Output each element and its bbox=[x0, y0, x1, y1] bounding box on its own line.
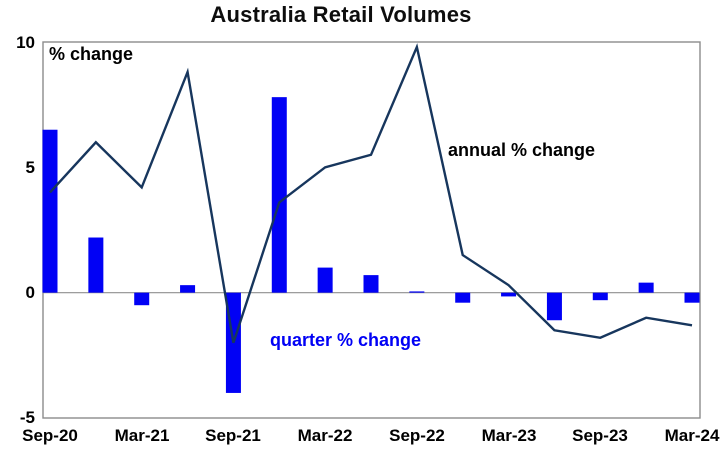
x-tick-sep-23: Sep-23 bbox=[572, 426, 628, 445]
annual-line-label: annual % change bbox=[448, 140, 596, 160]
quarter-change-bar bbox=[363, 275, 379, 293]
quarter-change-bar bbox=[638, 282, 654, 293]
quarter-change-bar bbox=[134, 292, 150, 306]
x-tick-mar-23: Mar-23 bbox=[481, 426, 537, 445]
x-tick-mar-21: Mar-21 bbox=[114, 426, 170, 445]
x-tick-mar-24: Mar-24 bbox=[664, 426, 720, 445]
quarter-change-bar bbox=[180, 285, 196, 293]
plot-border bbox=[42, 41, 701, 419]
annual-change-line bbox=[49, 43, 693, 344]
quarter-change-bar bbox=[455, 292, 471, 303]
quarter-change-bar bbox=[592, 292, 608, 301]
quarter-change-bar bbox=[546, 292, 562, 321]
x-tick-sep-20: Sep-20 bbox=[22, 426, 78, 445]
quarter-change-bar bbox=[42, 129, 58, 293]
quarter-change-bar bbox=[684, 292, 700, 303]
quarter-change-bar bbox=[501, 292, 517, 297]
chart-title: Australia Retail Volumes bbox=[210, 2, 472, 27]
percent-change-axis-label: % change bbox=[49, 44, 134, 64]
y-tick-10: 10 bbox=[16, 33, 35, 53]
quarter-bar-label: quarter % change bbox=[270, 330, 422, 350]
quarter-change-bar bbox=[271, 97, 287, 293]
quarter-change-bar bbox=[88, 237, 104, 293]
quarter-change-bar bbox=[317, 267, 333, 293]
quarter-change-bar bbox=[409, 291, 425, 293]
y-tick-neg-5: -5 bbox=[19, 408, 35, 428]
x-tick-sep-22: Sep-22 bbox=[389, 426, 445, 445]
y-tick-5: 5 bbox=[25, 158, 35, 178]
x-tick-sep-21: Sep-21 bbox=[205, 426, 261, 445]
x-tick-mar-22: Mar-22 bbox=[297, 426, 353, 445]
y-tick-0: 0 bbox=[25, 283, 35, 303]
